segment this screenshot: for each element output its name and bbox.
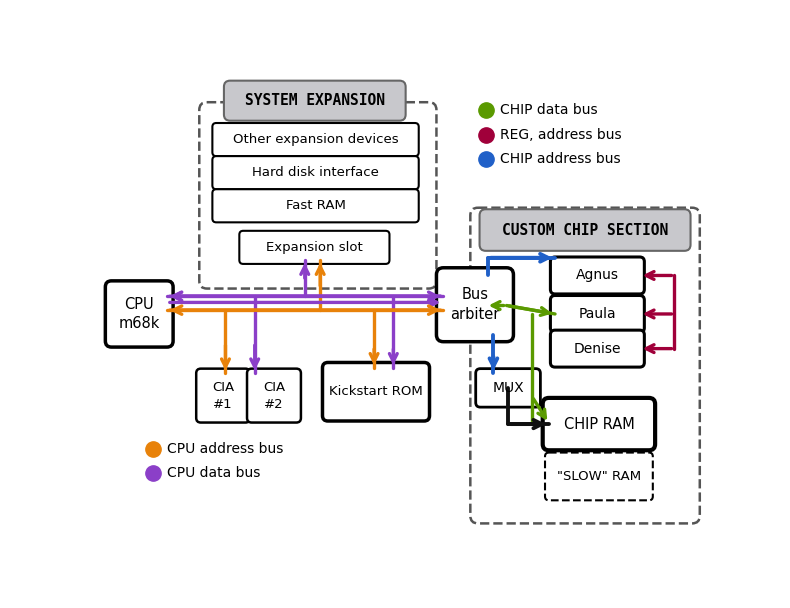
FancyBboxPatch shape — [105, 281, 173, 347]
FancyBboxPatch shape — [224, 81, 405, 121]
Text: CHIP address bus: CHIP address bus — [499, 152, 620, 166]
FancyBboxPatch shape — [213, 156, 419, 189]
FancyBboxPatch shape — [551, 257, 645, 294]
Text: Hard disk interface: Hard disk interface — [252, 166, 379, 179]
FancyBboxPatch shape — [476, 368, 540, 407]
Text: CHIP RAM: CHIP RAM — [563, 416, 634, 432]
FancyBboxPatch shape — [196, 368, 250, 423]
Text: Bus
arbiter: Bus arbiter — [450, 288, 499, 322]
Text: CPU
m68k: CPU m68k — [118, 297, 160, 331]
FancyBboxPatch shape — [551, 330, 645, 367]
FancyBboxPatch shape — [213, 123, 419, 156]
Text: Paula: Paula — [578, 307, 616, 321]
Text: REG, address bus: REG, address bus — [499, 128, 621, 142]
Text: CPU data bus: CPU data bus — [167, 466, 261, 480]
Text: SYSTEM EXPANSION: SYSTEM EXPANSION — [245, 93, 385, 108]
Text: Fast RAM: Fast RAM — [286, 199, 345, 212]
Text: Other expansion devices: Other expansion devices — [233, 133, 398, 146]
Text: Expansion slot: Expansion slot — [266, 241, 363, 254]
Text: Kickstart ROM: Kickstart ROM — [329, 385, 423, 398]
FancyBboxPatch shape — [247, 368, 301, 423]
FancyBboxPatch shape — [213, 189, 419, 223]
FancyBboxPatch shape — [545, 452, 653, 500]
Text: CIA
#1: CIA #1 — [212, 381, 234, 410]
FancyBboxPatch shape — [543, 398, 655, 451]
FancyBboxPatch shape — [436, 268, 514, 342]
Text: MUX: MUX — [492, 381, 524, 395]
Text: CUSTOM CHIP SECTION: CUSTOM CHIP SECTION — [502, 223, 668, 238]
FancyBboxPatch shape — [551, 295, 645, 333]
Text: CPU address bus: CPU address bus — [167, 442, 284, 456]
FancyBboxPatch shape — [480, 209, 690, 251]
Text: Denise: Denise — [574, 342, 621, 356]
Text: "SLOW" RAM: "SLOW" RAM — [557, 470, 641, 483]
Text: Agnus: Agnus — [576, 269, 619, 283]
Text: CHIP data bus: CHIP data bus — [499, 103, 597, 117]
FancyBboxPatch shape — [239, 231, 389, 264]
Text: CIA
#2: CIA #2 — [263, 381, 285, 410]
FancyBboxPatch shape — [322, 362, 430, 421]
